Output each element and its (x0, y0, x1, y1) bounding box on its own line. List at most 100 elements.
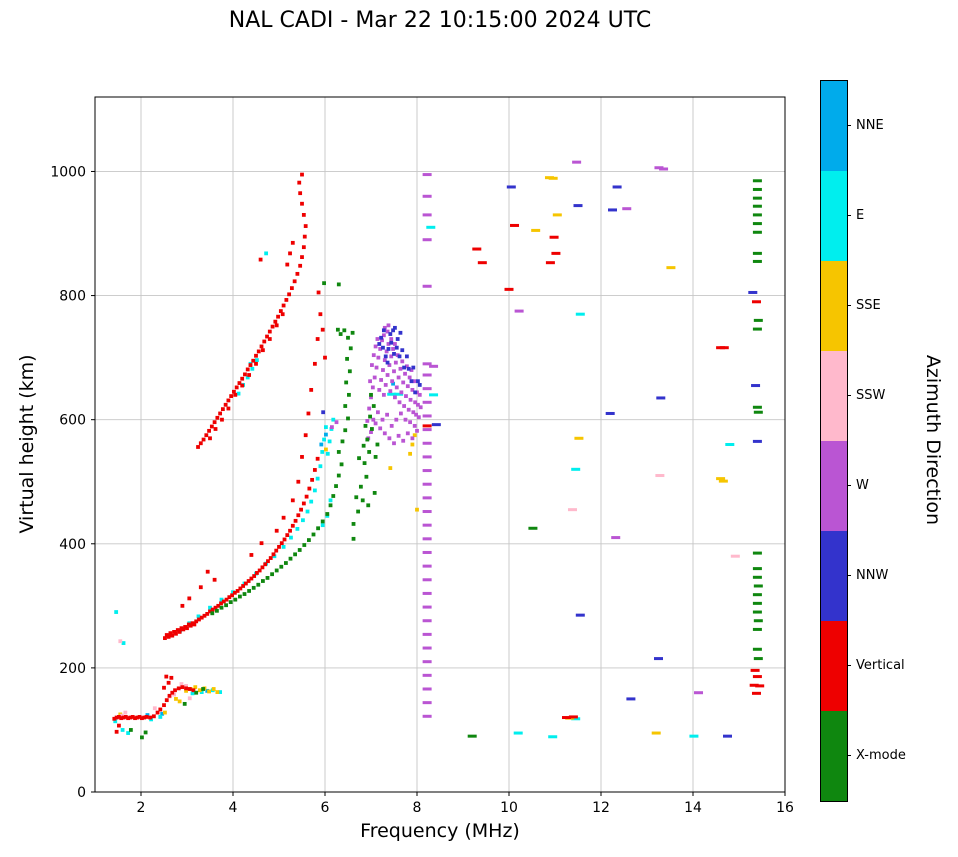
dash-SSE (574, 436, 584, 440)
point-X-mode (351, 522, 356, 526)
dash-W (422, 238, 432, 242)
point-Vertical (309, 387, 314, 392)
dash-NNW (748, 290, 758, 294)
dash-Vertical (749, 683, 759, 687)
point-X-mode (242, 592, 247, 596)
x-tick-label: 8 (413, 800, 422, 816)
dash-W (422, 373, 432, 377)
colorbar-segment-w (821, 441, 847, 531)
point-W (386, 323, 391, 328)
point-SSE (412, 433, 417, 438)
dash-X-mode (752, 179, 762, 183)
dash-X-mode (467, 734, 477, 738)
point-E (301, 518, 305, 523)
dash-SSE (548, 176, 558, 180)
point-X-mode (265, 576, 270, 580)
point-Vertical (114, 729, 119, 734)
point-W (392, 369, 396, 374)
dash-Vertical (752, 675, 762, 679)
point-Vertical (303, 224, 308, 228)
point-X-mode (373, 455, 378, 459)
point-X-mode (346, 416, 350, 421)
point-Vertical (284, 298, 289, 302)
point-X-mode (322, 281, 326, 286)
dash-W (422, 482, 432, 486)
point-SSE (388, 466, 393, 470)
colorbar-tick (847, 755, 851, 756)
point-Vertical (166, 680, 171, 685)
point-X-mode (351, 536, 356, 541)
dash-Vertical (719, 346, 729, 350)
point-Vertical (177, 630, 182, 634)
dash-W (422, 441, 432, 445)
point-Vertical (224, 597, 229, 602)
point-W (387, 363, 392, 367)
point-W (418, 405, 423, 410)
point-E (113, 719, 118, 724)
point-Vertical (205, 569, 210, 574)
point-X-mode (356, 509, 361, 514)
y-tick-label: 0 (77, 785, 86, 801)
point-E (315, 476, 320, 481)
dash-E (725, 443, 735, 446)
dash-SSE (552, 213, 562, 217)
dash-NNW (612, 185, 622, 189)
dash-NNW (626, 697, 636, 701)
colorbar-tick (847, 665, 851, 666)
point-Vertical (213, 427, 218, 431)
point-W (382, 325, 387, 330)
point-W (388, 389, 393, 394)
dash-X-mode (753, 318, 763, 322)
point-E (320, 523, 325, 528)
point-X-mode (343, 428, 348, 433)
point-Vertical (266, 559, 270, 564)
point-Vertical (198, 441, 203, 446)
point-W (402, 404, 407, 408)
point-Vertical (174, 631, 178, 636)
point-X-mode (210, 611, 215, 616)
dash-X-mode (752, 575, 762, 579)
y-tick-label: 200 (59, 661, 86, 677)
point-X-mode (293, 552, 297, 557)
point-Vertical (274, 548, 279, 553)
point-E (208, 605, 212, 610)
point-E (305, 509, 310, 514)
point-Vertical (262, 339, 267, 344)
point-Vertical (243, 372, 247, 377)
point-W (334, 420, 339, 425)
point-Vertical (196, 445, 200, 449)
point-W (396, 375, 401, 380)
point-E (219, 597, 224, 602)
point-Vertical (220, 407, 225, 412)
x-tick-label: 2 (137, 800, 146, 816)
point-W (416, 415, 421, 420)
point-Vertical (227, 595, 232, 600)
point-Vertical (281, 515, 286, 520)
dash-E (689, 734, 699, 738)
x-tick-label: 4 (229, 800, 238, 816)
point-Vertical (226, 398, 231, 403)
point-E (312, 488, 317, 493)
point-NNW (379, 335, 384, 340)
point-NNW (397, 354, 402, 359)
point-Vertical (173, 688, 177, 693)
dash-NNW (431, 423, 441, 427)
point-W (381, 392, 386, 397)
point-Vertical (252, 574, 257, 578)
point-W (391, 347, 395, 351)
point-W (370, 363, 374, 367)
point-Vertical (204, 433, 209, 438)
point-X-mode (270, 572, 274, 577)
dash-W (422, 714, 432, 718)
point-X-mode (215, 608, 219, 613)
point-W (401, 380, 406, 385)
point-W (373, 344, 378, 349)
point-W (365, 419, 370, 423)
point-Vertical (121, 715, 126, 720)
dash-W (422, 387, 432, 391)
point-Vertical (301, 501, 306, 506)
x-tick-label: 10 (500, 800, 518, 816)
dash-E (426, 225, 436, 229)
dash-W (611, 536, 621, 540)
point-SSW (152, 706, 157, 711)
